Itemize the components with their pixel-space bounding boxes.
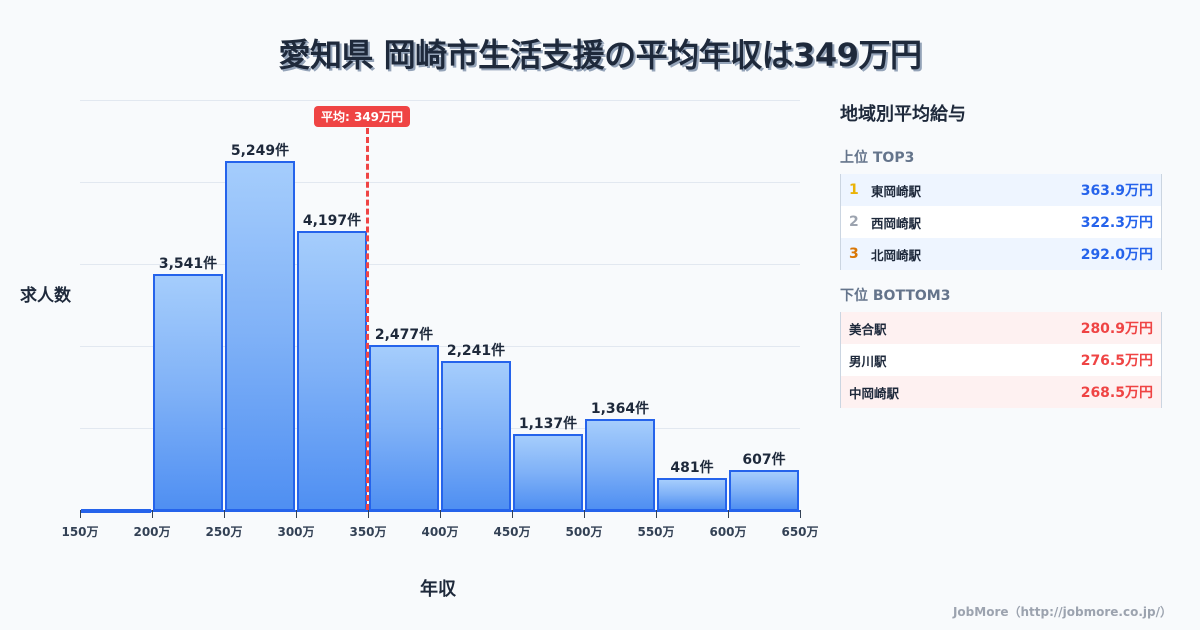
table-row: 中岡崎駅 268.5万円 [841,376,1161,408]
x-tick [224,510,225,518]
x-axis-label: 年収 [420,579,456,600]
x-tick [80,510,81,518]
bar-value-label: 1,137件 [518,416,578,432]
bar-value-label: 3,541件 [158,256,218,272]
histogram-bar [153,274,223,511]
table-row: 3 北岡崎駅 292.0万円 [841,238,1161,270]
bar-value-label: 607件 [742,452,786,468]
histogram-bar [657,478,727,511]
salary-value: 280.9万円 [1080,321,1153,337]
histogram-bar [369,345,439,511]
station-name: 美合駅 [849,321,887,337]
salary-value: 292.0万円 [1080,247,1153,263]
station-name: 男川駅 [849,353,887,369]
top3-title: 上位 TOP3 [840,150,915,166]
x-tick-label: 650万 [781,525,819,539]
station-name: 北岡崎駅 [871,247,922,263]
gridline [80,264,800,265]
x-tick-label: 250万 [205,525,243,539]
table-row: 1 東岡崎駅 363.9万円 [841,174,1161,206]
bar-value-label: 2,477件 [374,327,434,343]
x-tick [296,510,297,518]
x-tick-label: 150万 [61,525,99,539]
x-tick-label: 350万 [349,525,387,539]
histogram-bar [513,434,583,511]
top3-table: 1 東岡崎駅 363.9万円 2 西岡崎駅 322.3万円 3 北岡崎駅 292… [840,174,1162,270]
station-name: 東岡崎駅 [871,183,922,199]
x-tick [800,510,801,518]
mean-line [366,128,369,510]
regional-salary-panel: 地域別平均給与 上位 TOP3 1 東岡崎駅 363.9万円 2 西岡崎駅 32… [840,100,1162,408]
page-title: 愛知県 岡崎市生活支援の平均年収は349万円 [278,36,922,74]
salary-value: 322.3万円 [1080,215,1153,231]
bar-value-label: 4,197件 [302,213,362,229]
salary-value: 268.5万円 [1080,385,1153,401]
rank-number: 1 [849,182,859,198]
x-tick-label: 600万 [709,525,747,539]
gridline [80,428,800,429]
bottom3-title: 下位 BOTTOM3 [840,288,951,304]
x-tick-label: 450万 [493,525,531,539]
salary-value: 363.9万円 [1080,183,1153,199]
x-tick [512,510,513,518]
histogram-bar [297,231,367,511]
table-row: 美合駅 280.9万円 [841,312,1161,344]
x-tick [656,510,657,518]
y-axis-label: 求人数 [20,286,71,306]
rank-number: 2 [849,214,859,230]
gridline [80,182,800,183]
panel-title: 地域別平均給与 [840,104,966,125]
footer-credit: JobMore（http://jobmore.co.jp/） [952,605,1172,619]
rank-number: 3 [849,246,859,262]
table-row: 2 西岡崎駅 322.3万円 [841,206,1161,238]
x-tick [728,510,729,518]
histogram-bar [729,470,799,511]
x-tick [440,510,441,518]
station-name: 西岡崎駅 [871,215,922,231]
table-row: 男川駅 276.5万円 [841,344,1161,376]
x-tick-label: 550万 [637,525,675,539]
x-tick [368,510,369,518]
x-tick-label: 500万 [565,525,603,539]
gridline [80,100,800,101]
mean-badge: 平均: 349万円 [314,106,411,127]
histogram-bar [585,419,655,511]
bar-value-label: 1,364件 [590,401,650,417]
salary-value: 276.5万円 [1080,353,1153,369]
bar-value-label: 2,241件 [446,343,506,359]
x-tick [152,510,153,518]
gridline [80,346,800,347]
histogram-bar [441,361,511,511]
bottom3-table: 美合駅 280.9万円 男川駅 276.5万円 中岡崎駅 268.5万円 [840,312,1162,408]
histogram-chart: 3,541件 5,249件 4,197件 2,477件 2,241件 1,137件 1,36… [20,100,819,600]
bar-value-label: 481件 [670,460,714,476]
x-tick-label: 300万 [277,525,315,539]
x-tick [584,510,585,518]
station-name: 中岡崎駅 [849,385,900,401]
x-tick-label: 400万 [421,525,459,539]
histogram-bar [225,161,295,511]
x-tick-label: 200万 [133,525,171,539]
bar-value-label: 5,249件 [230,143,290,159]
